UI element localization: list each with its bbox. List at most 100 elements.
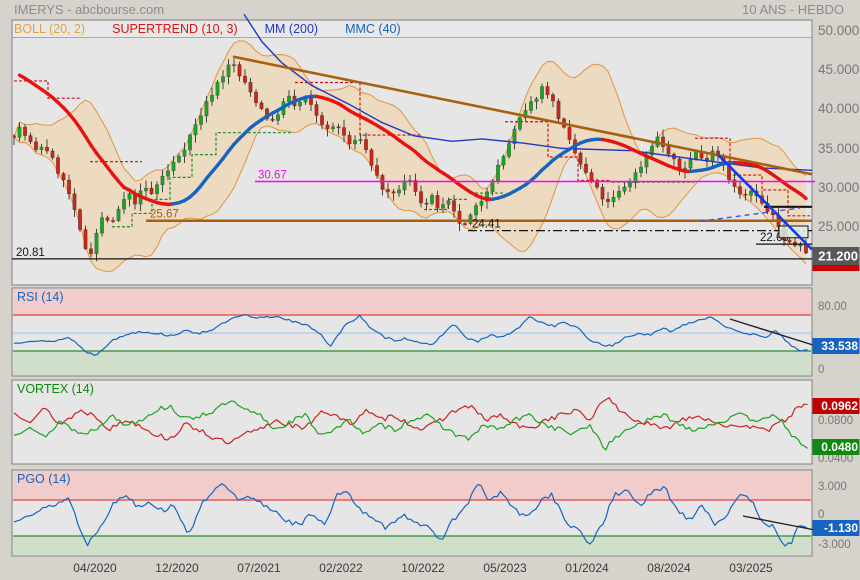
candle-body [171,161,176,172]
candle-body [100,217,105,234]
candle-body [275,114,280,121]
candle-body [55,157,60,174]
rsi-plot[interactable] [12,289,812,375]
pgo-trendline[interactable] [742,515,816,531]
candle-body [221,76,226,83]
vortex-value-badge-0-bg [812,398,860,414]
candle-body [451,200,456,212]
rsi-value-badge-text: 33.538 [821,339,858,353]
legend-mmc40[interactable]: MMC (40) [345,22,401,36]
blue-steep-trendline[interactable] [717,153,813,251]
candle-body [116,208,121,221]
candle-body [254,91,259,104]
candle-body [484,191,489,202]
candle-body [418,191,423,204]
candle-body [737,186,742,195]
candle-body [286,95,291,102]
vortex-plot[interactable] [13,397,808,451]
candle-body [155,184,160,195]
x-axis-label-03/2025: 03/2025 [729,561,773,575]
candle-body [622,186,627,192]
blue-dashed-trendline[interactable] [699,207,801,222]
candle-body [468,214,473,224]
pgo-overbought-band [13,471,811,500]
vortex-value-badge-1: 0.0480 [812,439,860,455]
price-tick-40.000: 40.000 [818,101,859,116]
candle-body [33,141,38,150]
candle-body [556,100,561,120]
candle-body [204,101,209,117]
candle-body [534,98,539,102]
candle-body [457,210,462,224]
pgo-value-badge-bg [812,520,860,536]
candle-body [270,118,275,121]
rsi-trendline[interactable] [729,318,814,346]
candle-body [506,143,511,157]
x-axis-label-10/2022: 10/2022 [401,561,445,575]
candle-body [50,150,55,158]
vortex-value-badge-1-bg [812,439,860,455]
candle-body [688,159,693,169]
vortex-tick-0.0800: 0.0800 [818,415,853,427]
pgo-value-badge-text: -1.130 [824,521,858,535]
candle-body [347,135,352,145]
candle-body [666,146,671,155]
vortex-value-badge-0-text: 0.0962 [821,399,858,413]
candle-body [539,86,544,100]
candle-body [660,136,665,148]
candle-body [188,134,193,151]
candles[interactable] [12,58,808,262]
legend-supertrend[interactable]: SUPERTREND (10, 3) [112,22,238,36]
candle-body [243,75,248,83]
candle-body [319,115,324,126]
candle-body [528,101,533,111]
candle-body [215,81,220,96]
candle-body [748,190,753,196]
legend-strip [13,21,811,37]
indicator-legend: BOLL (20, 2) SUPERTREND (10, 3) MM (200) MM… [14,22,428,37]
candle-body [473,205,478,216]
vortex-tick-0.0400: 0.0400 [818,453,853,465]
candle-body [248,82,253,93]
price-tick-45.000: 45.000 [818,62,859,77]
brown-resistance-trendline[interactable] [232,55,813,176]
candle-body [259,102,264,110]
legend-boll[interactable]: BOLL (20, 2) [14,22,86,36]
candle-body [616,190,621,198]
candle-body [358,139,363,141]
bollinger-lower [13,122,807,273]
candle-body [149,187,154,195]
candle-body [583,163,588,173]
candle-body [61,173,66,181]
pgo-plot[interactable] [12,471,812,555]
candle-body [94,232,99,255]
candle-body [490,180,495,193]
candle-body [226,64,231,77]
level-label-25.67: 25.67 [150,209,179,221]
candle-body [177,155,182,163]
candle-body [232,64,237,67]
candle-body [589,172,594,182]
rsi-label: RSI (14) [17,290,64,304]
candle-body [22,126,27,136]
candle-body [78,209,83,230]
candle-body [67,179,72,195]
candle-body [435,195,440,209]
pgo-oversold-band [13,536,811,555]
timeframe-label: 10 ANS - HEBDO [742,2,844,17]
legend-mm200[interactable]: MM (200) [264,22,319,36]
candle-body [127,193,132,200]
candle-body [144,187,149,192]
price-tick-25.000: 25.000 [818,219,859,234]
candle-body [13,135,17,138]
candle-body [237,64,242,77]
vi-plus [13,397,808,445]
bollinger-upper [13,40,807,189]
x-axis-label-07/2021: 07/2021 [237,561,281,575]
candle-body [627,182,632,188]
candle-body [743,193,748,196]
candle-body [446,200,451,205]
candle-body [210,94,215,102]
candle-body [787,239,792,243]
